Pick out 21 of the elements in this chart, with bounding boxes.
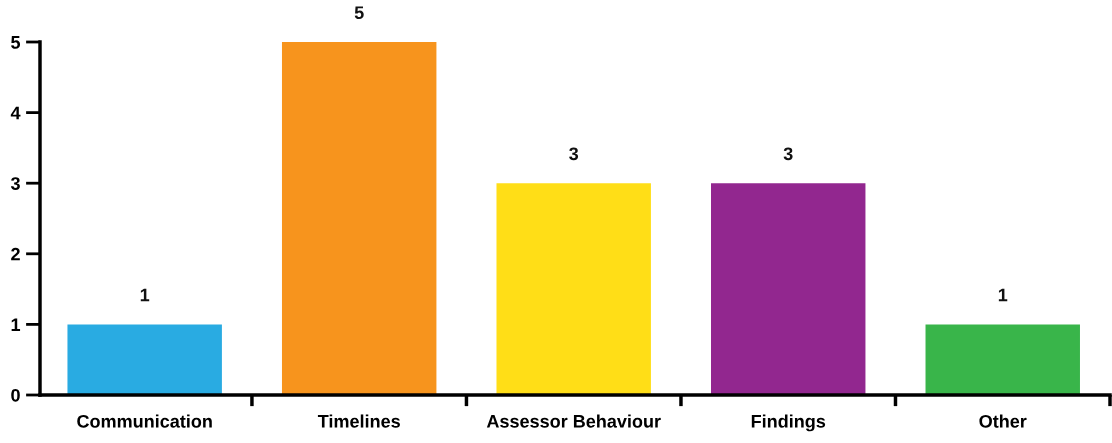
bar [496,183,651,395]
data-label: 1 [140,288,150,302]
data-label: 1 [998,288,1008,302]
bar [281,42,437,395]
bar [67,324,222,395]
data-label: 3 [783,147,793,161]
data-label: 3 [569,147,579,161]
x-tick-label: Timelines [317,414,400,428]
x-tick-label: Assessor Behaviour [486,414,661,428]
x-tick-label: Other [979,414,1027,428]
bar [925,324,1080,395]
y-tick-label: 5 [11,36,21,49]
y-tick-label: 0 [11,388,20,402]
data-label: 5 [354,6,364,19]
y-tick-label: 1 [11,318,21,331]
x-tick-label: Findings [751,414,826,432]
y-tick-label: 3 [10,177,20,190]
y-tick-label: 2 [11,247,20,261]
y-tick-label: 4 [10,106,21,120]
bar [711,183,866,395]
x-tick-label: Communication [77,414,212,428]
